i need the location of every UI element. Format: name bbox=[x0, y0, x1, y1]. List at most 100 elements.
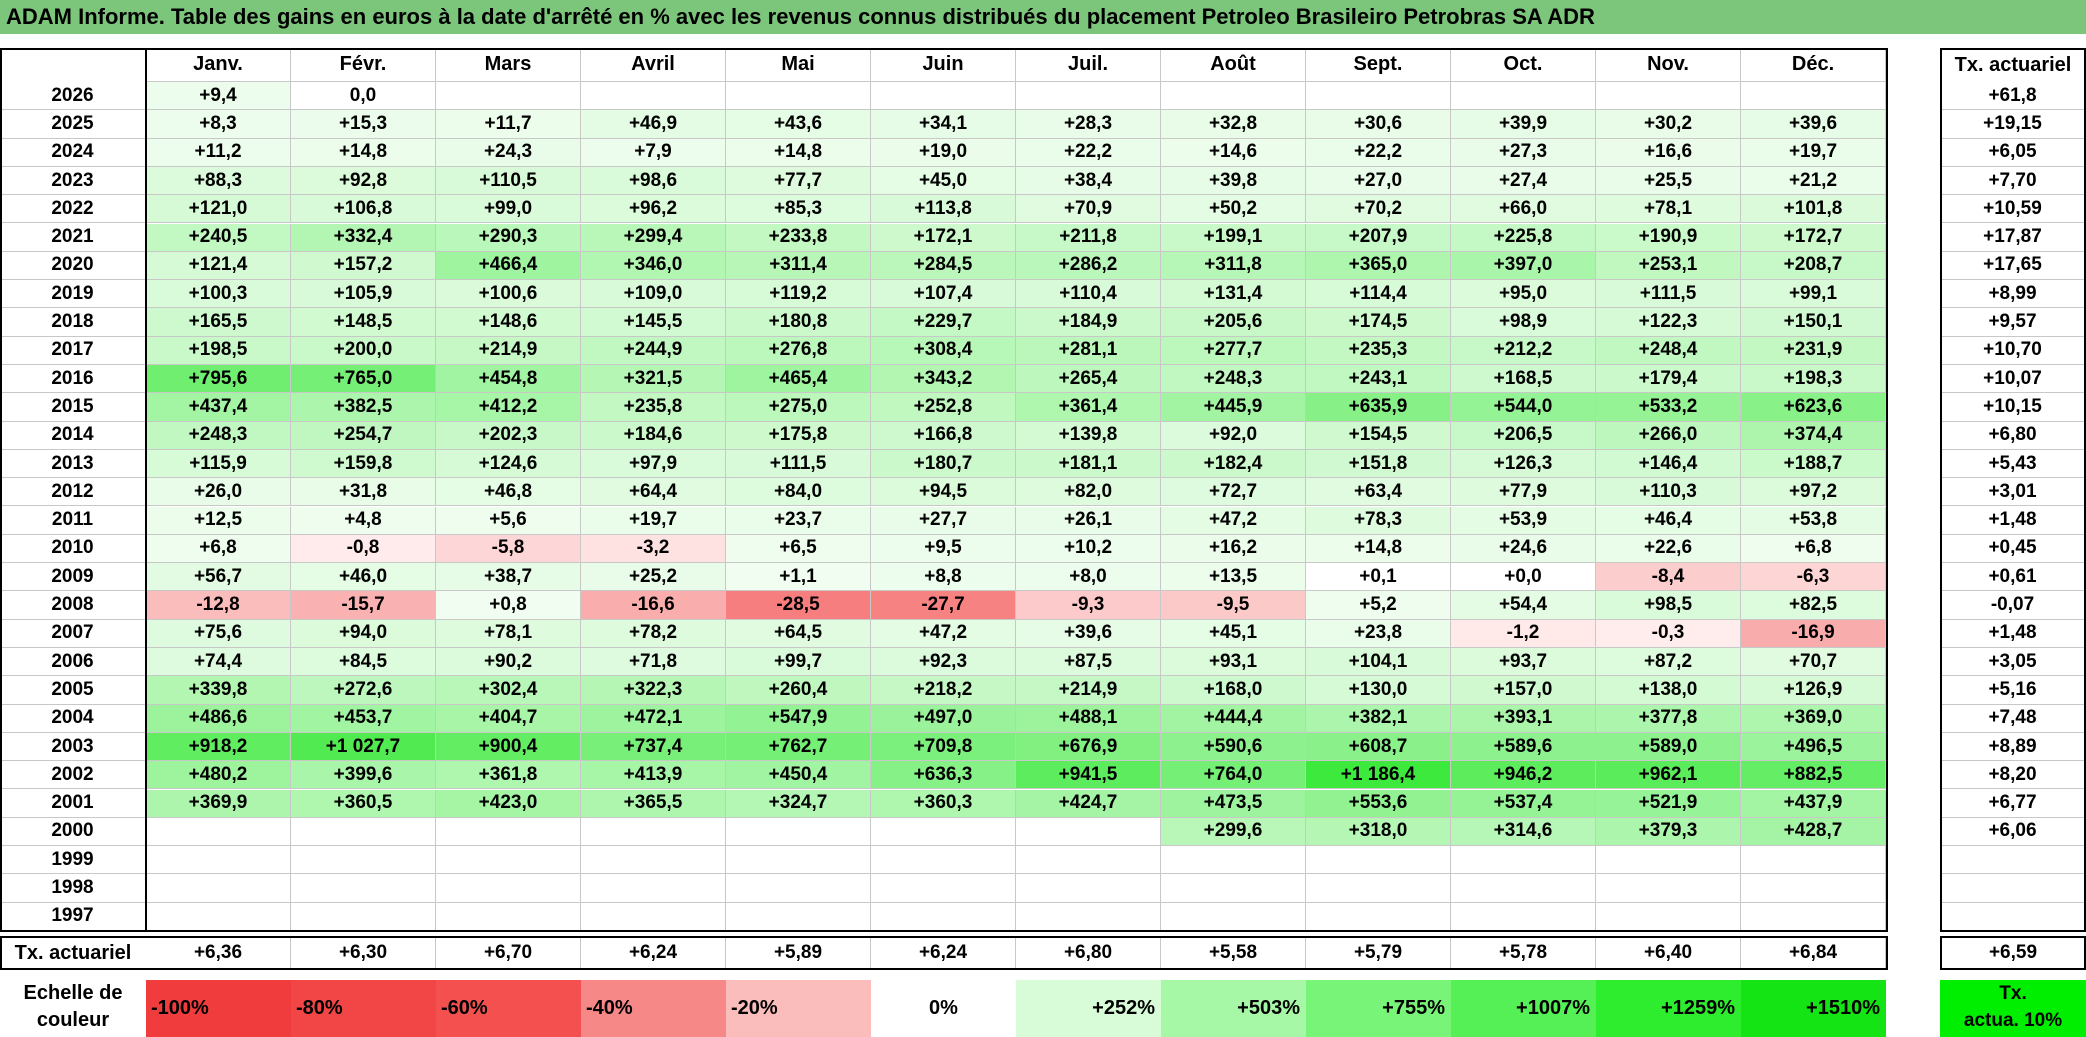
gain-cell: +208,7 bbox=[1741, 251, 1886, 281]
gain-cell: +168,0 bbox=[1161, 676, 1306, 705]
gain-cell bbox=[1306, 846, 1451, 875]
footer-label: Tx. actuariel bbox=[14, 941, 132, 964]
gain-cell: +382,1 bbox=[1306, 704, 1451, 733]
gain-cell: +1 186,4 bbox=[1306, 761, 1451, 790]
color-scale-swatch: +252% bbox=[1016, 980, 1161, 1037]
gain-cell: +111,5 bbox=[726, 449, 871, 479]
color-scale-swatch: 0% bbox=[871, 980, 1016, 1037]
gain-cell: +30,6 bbox=[1306, 110, 1451, 139]
gain-cell: +346,0 bbox=[581, 251, 726, 281]
gain-cell: +126,3 bbox=[1451, 449, 1596, 479]
gain-cell: +946,2 bbox=[1451, 761, 1596, 790]
gain-cell: -0,8 bbox=[291, 534, 436, 564]
gain-cell: +272,6 bbox=[291, 676, 436, 705]
actuarial-legend-line2: actua. 10% bbox=[1963, 1010, 2063, 1031]
gain-cell bbox=[436, 874, 581, 903]
color-scale-swatch: +503% bbox=[1161, 980, 1306, 1037]
gain-cell: +78,3 bbox=[1306, 506, 1451, 535]
gain-cell: +138,0 bbox=[1596, 676, 1741, 705]
gain-cell: +365,0 bbox=[1306, 251, 1451, 281]
gain-cell: +111,5 bbox=[1596, 280, 1741, 309]
gain-cell: +709,8 bbox=[871, 732, 1016, 762]
gain-cell: +24,3 bbox=[436, 138, 581, 167]
gain-cell: +589,0 bbox=[1596, 732, 1741, 762]
gain-cell: +110,3 bbox=[1596, 478, 1741, 507]
gain-cell: +6,5 bbox=[726, 534, 871, 564]
gain-cell: +636,3 bbox=[871, 761, 1016, 790]
gain-cell: +184,6 bbox=[581, 421, 726, 450]
gain-cell: +99,1 bbox=[1741, 280, 1886, 309]
year-rate-cell: +17,87 bbox=[1940, 223, 2086, 252]
gain-cell: +424,7 bbox=[1016, 789, 1161, 818]
gain-cell: +78,2 bbox=[581, 619, 726, 648]
gain-cell: +537,4 bbox=[1451, 789, 1596, 818]
gain-cell: +882,5 bbox=[1741, 761, 1886, 790]
month-header: Mai bbox=[726, 48, 871, 82]
gain-cell: +361,8 bbox=[436, 761, 581, 790]
gain-cell: -16,9 bbox=[1741, 619, 1886, 648]
month-rate-cell: +6,70 bbox=[436, 936, 581, 970]
year-rate-cell: +3,05 bbox=[1940, 648, 2086, 677]
gain-cell: +521,9 bbox=[1596, 789, 1741, 818]
year-label: 2016 bbox=[0, 365, 146, 394]
gain-cell: +589,6 bbox=[1451, 732, 1596, 762]
gain-cell: +71,8 bbox=[581, 648, 726, 677]
gain-cell: +45,0 bbox=[871, 166, 1016, 196]
gain-cell: +266,0 bbox=[1596, 421, 1741, 450]
gain-cell bbox=[1306, 82, 1451, 111]
gain-cell: +235,8 bbox=[581, 393, 726, 422]
month-rate-cell: +6,24 bbox=[871, 936, 1016, 970]
gain-cell: +4,8 bbox=[291, 506, 436, 535]
gain-cell: +165,5 bbox=[146, 308, 291, 337]
year-label: 2013 bbox=[0, 449, 146, 479]
year-label: 2006 bbox=[0, 648, 146, 677]
gain-cell bbox=[1016, 817, 1161, 847]
gain-cell: +5,6 bbox=[436, 506, 581, 535]
gain-cell: +737,4 bbox=[581, 732, 726, 762]
year-label: 2000 bbox=[0, 817, 146, 847]
gain-cell: +321,5 bbox=[581, 365, 726, 394]
gain-cell: +22,2 bbox=[1016, 138, 1161, 167]
year-label: 2008 bbox=[0, 591, 146, 620]
gain-cell: +72,7 bbox=[1161, 478, 1306, 507]
gain-cell: +14,6 bbox=[1161, 138, 1306, 167]
gain-cell bbox=[1596, 82, 1741, 111]
gain-cell: +324,7 bbox=[726, 789, 871, 818]
year-label: 2004 bbox=[0, 704, 146, 733]
year-rate-cell: +6,80 bbox=[1940, 421, 2086, 450]
gain-cell: +39,6 bbox=[1741, 110, 1886, 139]
gain-cell: +765,0 bbox=[291, 365, 436, 394]
gain-cell: +38,4 bbox=[1016, 166, 1161, 196]
gain-cell: +1,1 bbox=[726, 563, 871, 592]
gain-cell: +253,1 bbox=[1596, 251, 1741, 281]
gain-cell: +22,6 bbox=[1596, 534, 1741, 564]
gain-cell: +121,4 bbox=[146, 251, 291, 281]
year-label: 2011 bbox=[0, 506, 146, 535]
year-rate-cell: +10,07 bbox=[1940, 365, 2086, 394]
gain-cell: +19,0 bbox=[871, 138, 1016, 167]
gain-cell: +374,4 bbox=[1741, 421, 1886, 450]
gain-cell: +97,2 bbox=[1741, 478, 1886, 507]
gain-cell: +99,0 bbox=[436, 195, 581, 224]
gain-cell: +21,2 bbox=[1741, 166, 1886, 196]
gain-cell: +53,9 bbox=[1451, 506, 1596, 535]
gain-cell: +233,8 bbox=[726, 223, 871, 252]
gain-cell bbox=[1161, 874, 1306, 903]
gain-cell: +382,5 bbox=[291, 393, 436, 422]
gain-cell: +311,4 bbox=[726, 251, 871, 281]
gain-cell: +762,7 bbox=[726, 732, 871, 762]
gain-cell: +92,0 bbox=[1161, 421, 1306, 450]
gain-cell bbox=[291, 874, 436, 903]
gain-cell: +78,1 bbox=[1596, 195, 1741, 224]
gain-cell: +590,6 bbox=[1161, 732, 1306, 762]
gain-cell: +54,4 bbox=[1451, 591, 1596, 620]
gain-cell: +332,4 bbox=[291, 223, 436, 252]
gain-cell: +19,7 bbox=[581, 506, 726, 535]
year-rate-cell: +6,06 bbox=[1940, 817, 2086, 847]
gain-cell: +5,2 bbox=[1306, 591, 1451, 620]
gain-cell: +676,9 bbox=[1016, 732, 1161, 762]
year-label: 2022 bbox=[0, 195, 146, 224]
color-scale-swatch: -40% bbox=[581, 980, 726, 1037]
gain-cell bbox=[726, 846, 871, 875]
gain-cell bbox=[871, 817, 1016, 847]
